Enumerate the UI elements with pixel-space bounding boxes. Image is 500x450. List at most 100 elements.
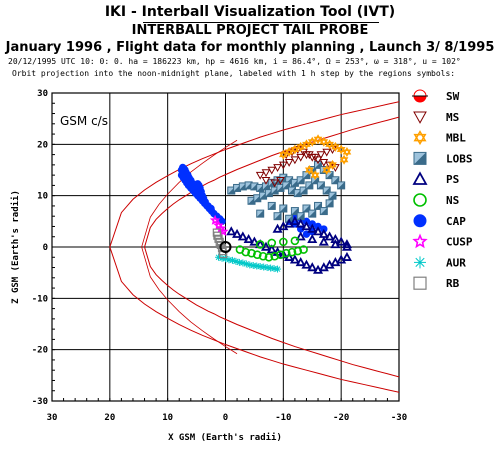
triangle-icon [412,171,428,185]
point-mbl [328,159,337,170]
point-lobs [282,181,291,190]
point-ms [276,176,285,185]
point-mbl [302,139,311,150]
y-tick-label: 30 [37,89,48,99]
point-ps [237,231,248,241]
point-ms [267,166,277,175]
point-lobs [305,181,314,190]
point-mbl [296,141,306,152]
earth-circle [219,241,232,253]
point-ps [226,226,237,236]
point-ps [295,218,306,228]
split-square-icon [413,151,427,165]
x-tick-label: 30 [47,413,58,423]
point-lobs [273,212,282,221]
point-ms [270,179,280,188]
point-ns [281,248,291,258]
point-ps [307,223,318,233]
point-lobs [314,201,323,210]
point-lobs [308,209,317,218]
star-icon [412,233,428,249]
legend-item-ns: NS [413,193,459,207]
circle-icon [413,193,427,207]
point-lobs [314,160,323,169]
coordinate-system-label: GSM c/s [60,114,108,128]
point-ms [296,153,306,162]
legend-item-lobs: LOBS [413,151,473,165]
point-lobs [279,204,288,213]
point-mbl [284,147,294,158]
legend-item-cusp: CUSP [412,233,473,249]
point-mbl [313,134,323,145]
asterisk-icon [414,256,426,269]
point-lobs [328,191,337,200]
point-ps [232,228,243,238]
point-ps [341,241,352,251]
legend-label: LOBS [446,152,473,165]
y-tick-label: -30 [32,397,48,407]
point-lobs [296,176,305,185]
point-ps [301,221,312,231]
point-ms [261,176,271,185]
point-ps [301,259,312,269]
x-tick-label: 10 [162,413,173,423]
y-tick-label: -10 [32,294,48,304]
x-tick-label: 0 [223,413,228,423]
legend-label: RB [446,277,460,290]
point-mbl [290,144,300,155]
x-tick-label: 20 [104,413,115,423]
point-ns [276,250,285,259]
point-mbl [305,165,314,175]
point-ps [307,262,318,272]
legend-item-ps: PS [412,171,459,186]
point-ns [241,247,251,257]
point-ms [261,169,271,178]
legend-label: PS [446,173,459,186]
point-ps [243,233,254,244]
point-ms [255,171,265,180]
point-ns [253,250,262,259]
point-ns [293,246,303,256]
point-ns [279,237,288,247]
point-ns [258,251,268,261]
half-circle-icon [412,89,428,103]
point-ms [319,159,329,167]
point-ms [305,151,314,160]
legend-item-cap: CAP [413,214,466,228]
point-ps [289,254,300,264]
point-ps [266,244,277,254]
point-lobs [316,181,325,190]
point-ns [290,236,300,246]
legend-label: MS [446,111,459,124]
point-ns [255,240,265,249]
point-ps [307,233,318,244]
point-lobs [319,207,328,216]
point-ns [287,247,297,257]
point-ms [290,156,300,165]
legend-label: SW [446,90,460,103]
point-ms [310,153,320,162]
point-aur [274,265,282,273]
legend-label: CUSP [446,236,473,249]
square-icon [413,276,427,290]
point-ms [322,148,332,157]
point-lobs [325,199,334,208]
point-lobs [302,204,311,213]
flight-data-line: January 1996 , Flight data for monthly p… [5,40,495,55]
point-lobs [337,181,346,190]
point-ps [324,231,335,241]
point-mbl [325,139,334,150]
point-ps [341,251,352,261]
point-ms [284,159,294,167]
earth [219,241,232,253]
point-cusp [209,214,221,225]
legend-item-aur: AUR [414,256,466,269]
point-lobs [256,209,265,218]
point-mbl [307,136,317,147]
point-ps [295,257,306,267]
x-axis-label: X GSM (Earth's radii) [168,432,282,443]
point-lobs [322,186,331,195]
point-ps [330,239,341,249]
y-tick-label: 0 [43,243,48,253]
